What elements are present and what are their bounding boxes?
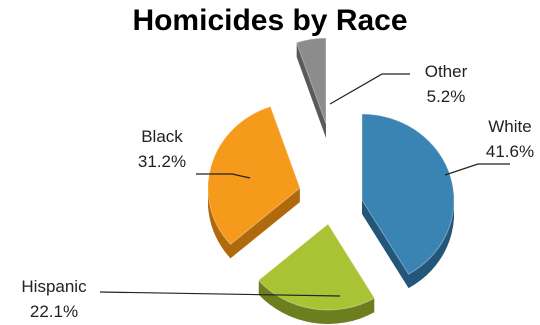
data-label-other-percent: 5.2%: [427, 87, 466, 106]
leader-line-hispanic: [99, 291, 341, 297]
leader-line-white: [444, 163, 510, 176]
data-label-hispanic-name: Hispanic: [21, 277, 87, 296]
data-label-black-name: Black: [141, 127, 183, 146]
data-label-white-percent: 41.6%: [486, 142, 534, 161]
data-label-hispanic-percent: 22.1%: [30, 302, 78, 321]
data-label-white-name: White: [488, 117, 531, 136]
pie-slices: [207, 37, 455, 311]
leader-line-black: [196, 173, 251, 179]
slice-other: [295, 37, 327, 125]
data-labels: White 41.6% Hispanic 22.1% Black 31.2% Other 5.…: [21, 62, 534, 321]
chart-title: Homicides by Race: [132, 4, 408, 37]
leader-line-other: [329, 73, 410, 105]
slice-white: [361, 113, 455, 275]
data-label-other-name: Other: [425, 62, 468, 81]
slice-hispanic: [257, 223, 376, 311]
leader-lines: [99, 73, 510, 297]
slice-black: [207, 105, 301, 246]
data-label-black-percent: 31.2%: [138, 152, 186, 171]
